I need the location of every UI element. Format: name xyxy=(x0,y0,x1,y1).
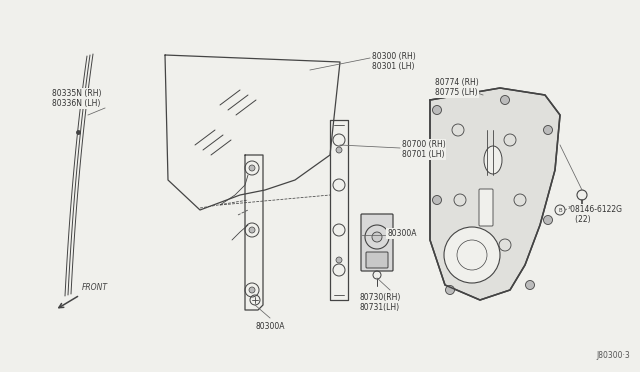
Text: J80300·3: J80300·3 xyxy=(596,351,630,360)
FancyBboxPatch shape xyxy=(366,252,388,268)
Circle shape xyxy=(500,96,509,105)
FancyBboxPatch shape xyxy=(479,189,493,226)
Circle shape xyxy=(336,147,342,153)
Text: 80700 (RH)
80701 (LH): 80700 (RH) 80701 (LH) xyxy=(402,140,445,159)
Circle shape xyxy=(525,280,534,289)
Text: 80300A: 80300A xyxy=(387,229,417,238)
Circle shape xyxy=(336,257,342,263)
Circle shape xyxy=(372,232,382,242)
Circle shape xyxy=(433,145,442,154)
Ellipse shape xyxy=(484,146,502,174)
Text: 80300 (RH)
80301 (LH): 80300 (RH) 80301 (LH) xyxy=(372,52,416,71)
Text: B: B xyxy=(558,208,562,212)
Text: ³08146-6122G
   (22): ³08146-6122G (22) xyxy=(568,205,623,224)
Circle shape xyxy=(249,287,255,293)
Circle shape xyxy=(444,227,500,283)
Text: 80774 (RH)
80775 (LH): 80774 (RH) 80775 (LH) xyxy=(435,78,479,97)
Polygon shape xyxy=(430,88,560,300)
Circle shape xyxy=(543,215,552,224)
Circle shape xyxy=(543,125,552,135)
Circle shape xyxy=(433,196,442,205)
FancyBboxPatch shape xyxy=(361,214,393,271)
Text: 80335N (RH)
80336N (LH): 80335N (RH) 80336N (LH) xyxy=(52,89,102,108)
Text: FRONT: FRONT xyxy=(82,283,108,292)
Circle shape xyxy=(249,165,255,171)
Circle shape xyxy=(249,227,255,233)
Text: 80730(RH)
80731(LH): 80730(RH) 80731(LH) xyxy=(360,293,401,312)
Circle shape xyxy=(433,106,442,115)
Text: 80300A: 80300A xyxy=(255,322,285,331)
Circle shape xyxy=(445,285,454,295)
